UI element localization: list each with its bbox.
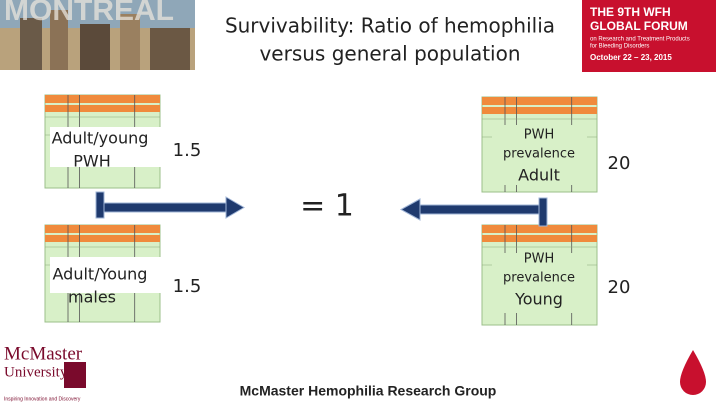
right-arrow bbox=[399, 197, 548, 227]
left-arrow bbox=[95, 191, 245, 219]
label-bg bbox=[492, 125, 587, 185]
sheet-header bbox=[45, 105, 160, 112]
box-label: prevalence bbox=[503, 147, 575, 162]
box-value: 20 bbox=[608, 153, 631, 174]
forum-logo: THE 9TH WFH GLOBAL FORUM on Research and… bbox=[582, 0, 716, 72]
city-name: MONTREAL bbox=[4, 0, 174, 27]
drop-logo bbox=[680, 350, 706, 395]
sheet-header bbox=[45, 225, 160, 233]
title-line: versus general population bbox=[259, 42, 520, 66]
sheet-header bbox=[45, 95, 160, 103]
equals-one: = 1 bbox=[300, 189, 354, 224]
sheet-header bbox=[45, 235, 160, 242]
box-value: 20 bbox=[608, 277, 631, 298]
sheet-header bbox=[482, 235, 597, 242]
city-photo: MONTREAL bbox=[0, 0, 195, 70]
tagline: Inspiring Innovation and Discovery bbox=[4, 396, 81, 402]
box-label: PWH bbox=[73, 152, 111, 171]
group-name: McMaster Hemophilia Research Group bbox=[240, 383, 497, 399]
label-bg bbox=[50, 127, 200, 167]
label-bg bbox=[492, 253, 587, 313]
box-label: Adult/young bbox=[52, 129, 149, 148]
logo-sub: on Research and Treatment Products bbox=[590, 37, 690, 43]
box-value: 1.5 bbox=[173, 276, 202, 297]
box-label: males bbox=[68, 288, 116, 307]
box-value: 1.5 bbox=[173, 140, 202, 161]
sheet-header bbox=[482, 107, 597, 114]
university-name: University bbox=[4, 364, 68, 380]
logo-date: October 22 – 23, 2015 bbox=[590, 53, 672, 62]
box-label: prevalence bbox=[503, 271, 575, 286]
sheet-header bbox=[482, 225, 597, 233]
title-line: Survivability: Ratio of hemophilia bbox=[225, 14, 555, 38]
box-label: PWH bbox=[524, 252, 554, 267]
box-label: Adult/Young bbox=[53, 265, 148, 284]
logo-line: THE 9TH WFH bbox=[590, 5, 671, 19]
label-bg bbox=[50, 257, 200, 293]
sheet-header bbox=[482, 97, 597, 105]
logo-line: GLOBAL FORUM bbox=[590, 19, 688, 33]
box-group: Adult bbox=[518, 166, 560, 185]
mcmaster-logo: McMaster University Inspiring Innovation… bbox=[4, 343, 86, 402]
box-group: Young bbox=[514, 290, 563, 309]
university-name: McMaster bbox=[4, 343, 83, 364]
logo-sub: for Bleeding Disorders bbox=[590, 44, 649, 50]
box-label: PWH bbox=[524, 128, 554, 143]
